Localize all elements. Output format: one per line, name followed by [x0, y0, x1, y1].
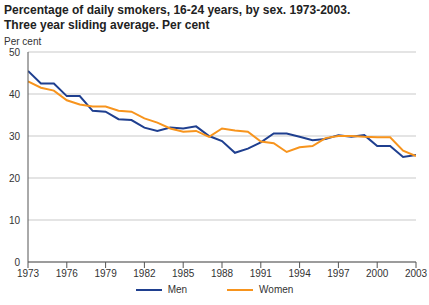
html-text:Men: Men: [167, 284, 188, 295]
svg-text:30: 30: [9, 131, 21, 142]
html-text:Percentage of daily smokers, 1: Percentage of daily smokers, 16-24 years…: [4, 3, 351, 17]
svg-text:0: 0: [14, 257, 20, 268]
svg-text:1985: 1985: [172, 268, 195, 279]
svg-text:1991: 1991: [250, 268, 273, 279]
html-text:Three year sliding average. Pe: Three year sliding average. Per cent: [4, 18, 210, 32]
svg-text:10: 10: [9, 215, 21, 226]
svg-text:2003: 2003: [405, 268, 421, 279]
svg-text:1976: 1976: [56, 268, 79, 279]
svg-text:1979: 1979: [94, 268, 117, 279]
svg-text:2000: 2000: [366, 268, 389, 279]
html-text:Per cent: Per cent: [4, 36, 42, 47]
svg-text:1994: 1994: [288, 268, 311, 279]
svg-text:1997: 1997: [327, 268, 350, 279]
svg-text:1988: 1988: [211, 268, 234, 279]
svg-text:20: 20: [9, 173, 21, 184]
svg-text:1973: 1973: [17, 268, 40, 279]
svg-text:50: 50: [9, 47, 21, 58]
svg-text:40: 40: [9, 89, 21, 100]
svg-text:1982: 1982: [133, 268, 156, 279]
html-text:Women: Women: [259, 284, 294, 295]
